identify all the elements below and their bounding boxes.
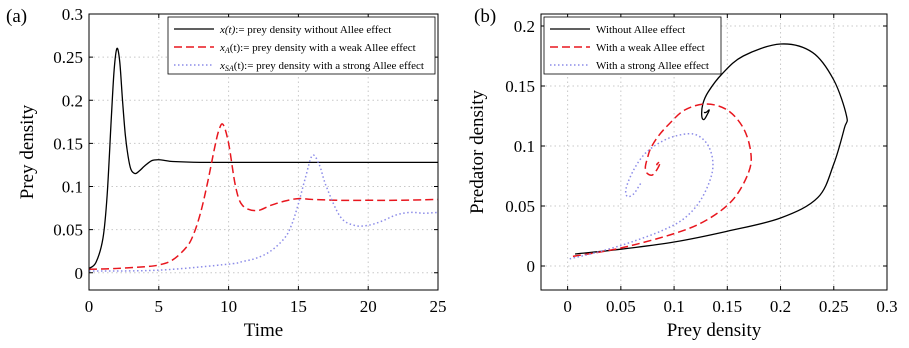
- x-tick-label: 0.15: [712, 297, 742, 316]
- y-tick-label: 0.2: [62, 91, 83, 110]
- y-tick-label: 0.15: [505, 77, 535, 96]
- x-tick-label: 0.05: [606, 297, 636, 316]
- y-tick-label: 0.1: [62, 178, 83, 197]
- x-tick-label: 15: [290, 297, 307, 316]
- ticks-a: 0 5 10 15 20 25 0 0.05 0.1 0.15 0.2 0.25 0.3: [53, 5, 446, 316]
- legend-a: x(t):= prey density without Allee effect…: [167, 16, 436, 75]
- y-tick-label: 0.25: [53, 48, 83, 67]
- series-line-without: [575, 43, 848, 255]
- panel-label-a: (a): [6, 6, 27, 27]
- x-tick-label: 25: [430, 297, 447, 316]
- legend-label-weak: xA(t):= prey density with a weak Allee e…: [219, 42, 416, 55]
- legend-label-without: Without Allee effect: [596, 24, 685, 36]
- panel-label-b: (b): [474, 6, 496, 27]
- series-b: [569, 43, 848, 260]
- y-axis-label-b: Predator density: [467, 90, 488, 215]
- y-axis-label-a: Prey density: [17, 104, 38, 199]
- y-tick-label: 0.05: [53, 221, 83, 240]
- x-axis-label-b: Prey density: [667, 320, 762, 341]
- x-tick-label: 0: [85, 297, 94, 316]
- predator-vs-prey-phase-chart: (b) 0 0.05 0.1 0.15 0.2 0.25 0.3 0 0.05 0.1 0.15 0.…: [467, 6, 898, 341]
- y-tick-label: 0.05: [505, 197, 535, 216]
- prey-density-vs-time-chart: (a) 0 5 10 15 20 25 0 0.05 0.1 0.15 0.2 0.25 0.3 Tim…: [6, 5, 447, 341]
- x-tick-label: 0.25: [819, 297, 849, 316]
- legend-box: [543, 16, 722, 75]
- legend-b: Without Allee effect With a weak Allee ef…: [543, 16, 722, 75]
- y-tick-label: 0.15: [53, 134, 83, 153]
- x-tick-label: 5: [155, 297, 164, 316]
- series-line-weak: [572, 103, 752, 258]
- legend-label-strong: xSA(t):= prey density with a strong Alle…: [219, 60, 424, 73]
- ticks-b: 0 0.05 0.1 0.15 0.2 0.25 0.3 0 0.05 0.1 0.15 0.2: [505, 14, 898, 316]
- y-tick-label: 0: [527, 257, 536, 276]
- series-line-weak: [89, 123, 438, 271]
- series-line-without: [89, 47, 438, 269]
- plot-frame-a: [88, 13, 439, 291]
- plot-frame-b: [540, 13, 888, 291]
- legend-label-without: x(t):= prey density without Allee effect: [219, 24, 391, 36]
- y-tick-label: 0.2: [514, 17, 535, 36]
- legend-label-strong: With a strong Allee effect: [596, 60, 709, 72]
- x-axis-label-a: Time: [244, 320, 283, 341]
- y-tick-label: 0.1: [514, 137, 535, 156]
- y-tick-label: 0.3: [62, 5, 83, 24]
- series-a: [89, 47, 438, 272]
- x-tick-label: 0.2: [770, 297, 791, 316]
- x-tick-label: 20: [360, 297, 377, 316]
- legend-box: [167, 16, 436, 75]
- series-line-strong: [89, 154, 438, 272]
- x-tick-label: 0: [563, 297, 572, 316]
- x-tick-label: 0.3: [876, 297, 897, 316]
- x-tick-label: 10: [220, 297, 237, 316]
- series-line-strong: [569, 132, 714, 260]
- grid-b: [541, 14, 887, 290]
- legend-label-weak: With a weak Allee effect: [596, 42, 705, 54]
- x-tick-label: 0.1: [663, 297, 684, 316]
- y-tick-label: 0: [75, 264, 84, 283]
